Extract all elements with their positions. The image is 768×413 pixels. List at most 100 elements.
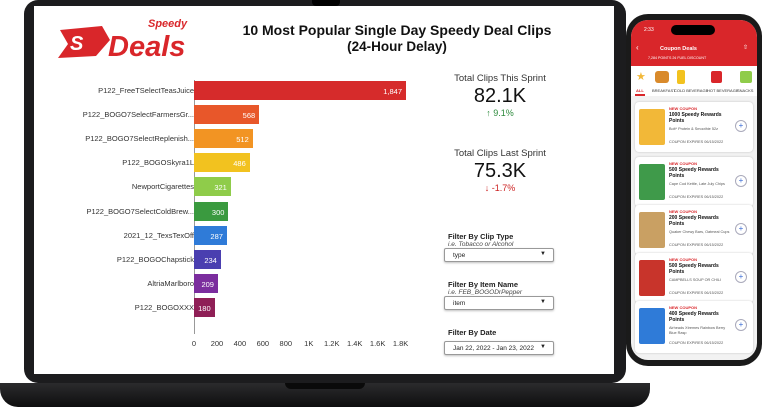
coupon-points: 500 Speedy Rewards Points <box>669 167 719 179</box>
phone-header-title: Coupon Deals <box>660 46 697 52</box>
coupon-desc: Airheads Xtremes Rainbow Berry Blue Rasp <box>669 326 726 335</box>
coupon-image <box>639 308 665 344</box>
phone-tab-cold-beverage[interactable]: COLD BEVERAGE <box>674 88 709 93</box>
bar[interactable] <box>194 297 215 317</box>
y-tick-label: P122_BOGOSkyra1L <box>122 158 194 168</box>
active-tab-indicator <box>635 94 645 96</box>
data-label: 486 <box>233 159 246 169</box>
coupon-desc: Quaker Chewy Bars, Oatmeal Cups <box>669 230 730 234</box>
y-tick-label: NewportCigarettes <box>131 182 194 192</box>
kpi-last-sprint-value: 75.3K <box>473 160 527 182</box>
new-coupon-badge: NEW COUPON <box>669 106 697 111</box>
bar[interactable] <box>194 225 227 245</box>
share-icon[interactable]: ⇧ <box>743 45 749 51</box>
brand-main-text: Deals <box>108 31 185 62</box>
x-tick-label: 1K <box>304 339 314 348</box>
y-tick-label: P122_BOGOChapstick <box>116 254 194 264</box>
x-tick-label: 0 <box>191 339 197 348</box>
coupon-expiry: COUPON EXPIRES 06/15/2022 <box>669 243 724 247</box>
brand-top-text: Speedy <box>148 18 188 30</box>
coupon-expiry: COUPON EXPIRES 06/15/2022 <box>669 140 724 144</box>
coupon-points: 500 Speedy Rewards Points <box>669 263 719 275</box>
coupon-card[interactable]: NEW COUPON 1000 Speedy Rewards Points Bo… <box>635 102 753 152</box>
coupon-card[interactable]: NEW COUPON 500 Speedy Rewards Points Cap… <box>635 157 753 207</box>
bar[interactable] <box>194 201 229 221</box>
coupon-expiry: COUPON EXPIRES 06/15/2022 <box>669 341 724 345</box>
x-tick-label: 600 <box>256 339 270 348</box>
phone-tab-all[interactable]: ALL <box>636 88 644 93</box>
new-coupon-badge: NEW COUPON <box>669 257 697 262</box>
new-coupon-badge: NEW COUPON <box>669 305 697 310</box>
coupon-image <box>639 164 665 200</box>
filter-clip-type-hint: i.e. Tobacco or Alcohol <box>448 241 514 248</box>
kpi-this-sprint-label: Total Clips This Sprint <box>454 73 546 84</box>
coupon-expiry: COUPON EXPIRES 06/15/2022 <box>669 195 724 199</box>
filter-clip-type-select[interactable]: type ▼ <box>444 248 554 262</box>
filter-date-select[interactable]: Jan 22, 2022 - Jan 23, 2022 ▼ <box>444 341 554 355</box>
x-tick-label: 1.8K <box>392 339 409 348</box>
add-coupon-button[interactable]: + <box>735 175 747 187</box>
add-coupon-button[interactable]: + <box>735 223 747 235</box>
snacks-icon <box>740 71 752 83</box>
coupon-desc: Bolt* Protein & Smoothie 52z <box>669 127 718 131</box>
chevron-down-icon: ▼ <box>540 299 546 305</box>
coupon-expiry: COUPON EXPIRES 06/15/2022 <box>669 291 724 295</box>
data-label: 209 <box>201 279 214 289</box>
bar[interactable] <box>194 273 218 293</box>
coupon-image <box>639 109 665 145</box>
phone-time: 2:33 <box>644 27 654 33</box>
data-label: 568 <box>242 111 256 121</box>
dashboard-title: 10 Most Popular Single Day Speedy Deal C… <box>242 22 552 38</box>
bar[interactable] <box>194 129 253 149</box>
laptop-notch <box>285 383 365 389</box>
cold-beverage-icon <box>677 70 685 84</box>
chevron-down-icon: ▼ <box>540 344 546 350</box>
y-tick-label: P122_BOGO7SelectColdBrew... <box>86 206 194 216</box>
y-tick-label: P122_FreeTSelectTeasJuice <box>98 86 194 95</box>
dynamic-island <box>671 25 715 35</box>
filter-item-hint: i.e. FEB_BOGODrPepper <box>448 289 523 296</box>
y-tick-label: 2021_12_TexsTexOff <box>123 230 194 240</box>
add-coupon-button[interactable]: + <box>735 120 747 132</box>
svg-text:S: S <box>70 33 84 55</box>
new-coupon-badge: NEW COUPON <box>669 161 697 166</box>
breakfast-icon <box>655 71 669 83</box>
filter-clip-type-label: Filter By Clip Type <box>448 232 514 241</box>
add-coupon-button[interactable]: + <box>735 319 747 331</box>
bar[interactable] <box>194 249 221 269</box>
y-tick-label: P122_BOGO7SelectFarmersGr... <box>82 110 194 120</box>
speedy-deals-logo: S Speedy Deals <box>58 18 188 62</box>
kpi-last-sprint-delta: ↓ -1.7% <box>484 183 516 193</box>
kpi-last-sprint-label: Total Clips Last Sprint <box>454 148 546 159</box>
coupon-desc: Cape Cod Kettle, Late July Chips <box>669 182 725 186</box>
filter-item-select[interactable]: item ▼ <box>444 296 554 310</box>
back-chevron-icon[interactable]: ‹ <box>636 43 639 52</box>
bar[interactable] <box>194 81 406 100</box>
phone-category-bar <box>631 66 757 96</box>
bar[interactable] <box>194 153 250 173</box>
bar[interactable] <box>194 177 231 197</box>
dashboard-subtitle: (24-Hour Delay) <box>347 39 447 54</box>
y-tick-label: AltriaMarlboro <box>147 278 194 288</box>
filter-date-label: Filter By Date <box>448 328 497 337</box>
data-label: 300 <box>211 207 225 217</box>
coupon-card[interactable]: NEW COUPON 200 Speedy Rewards Points Qua… <box>635 205 753 255</box>
coupon-points: 1000 Speedy Rewards Points <box>669 112 722 124</box>
coupon-image <box>639 260 665 296</box>
data-label: 321 <box>214 183 227 193</box>
phone-tab-snacks[interactable]: SNACKS <box>737 88 754 93</box>
data-label: 287 <box>210 231 223 241</box>
dashboard-screen <box>34 6 614 374</box>
bar[interactable] <box>194 105 260 125</box>
x-tick-label: 1.2K <box>324 339 340 348</box>
phone-tab-breakfast[interactable]: BREAKFAST <box>652 88 676 93</box>
phone-tab-hot-beverage[interactable]: HOT BEVERAGE <box>707 88 739 93</box>
add-coupon-button[interactable]: + <box>735 271 747 283</box>
coupon-card[interactable]: NEW COUPON 400 Speedy Rewards Points Air… <box>635 301 753 353</box>
x-tick-label: 1.6K <box>369 339 386 348</box>
coupon-points: 200 Speedy Rewards Points <box>669 215 719 227</box>
filter-item-label: Filter By Item Name <box>448 280 519 289</box>
coupon-card[interactable]: NEW COUPON 500 Speedy Rewards Points CAM… <box>635 253 753 303</box>
data-label: 234 <box>204 255 217 265</box>
filter-date-value: Jan 22, 2022 - Jan 23, 2022 <box>453 345 534 352</box>
